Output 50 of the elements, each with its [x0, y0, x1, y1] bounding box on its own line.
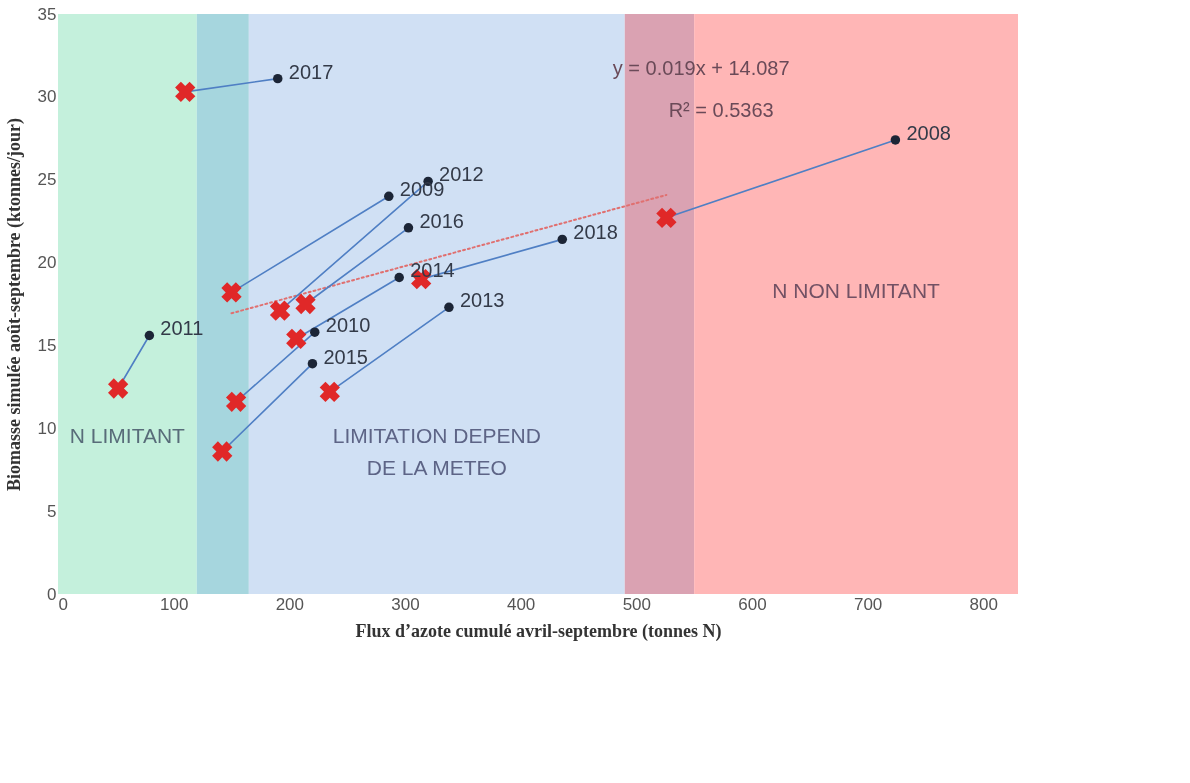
x-tick-label: 700: [853, 594, 883, 614]
point: [394, 272, 404, 283]
annotation: 2011: [160, 317, 204, 340]
x-axis-title: Flux d’azote cumulé avril-septembre (tonnes N): [355, 620, 722, 642]
annotation: 2018: [573, 221, 618, 244]
point: [310, 327, 320, 337]
y-axis-title: Biomasse simulée août-septembre (ktonnes/jour): [3, 117, 25, 492]
band-label: N LIMITANT: [69, 424, 186, 448]
x-tick-label: 800: [969, 594, 998, 614]
point: [444, 302, 454, 313]
y-tick-label: 35: [37, 4, 57, 24]
point: [286, 328, 307, 349]
point: [269, 300, 291, 321]
point: [175, 81, 196, 103]
point: [225, 391, 247, 412]
point: [144, 330, 155, 341]
y-tick-label: 25: [37, 170, 57, 190]
x-tick-label: 500: [622, 594, 651, 614]
point: [295, 293, 316, 315]
point: [221, 282, 242, 303]
annotation: 2008: [906, 121, 951, 144]
band-label: LIMITATION DEPEND DE LA METEO: [332, 424, 541, 480]
annotation: y = 0.019x + 14.087: [612, 57, 790, 79]
y-tick-label: 30: [37, 87, 57, 107]
point: [557, 234, 568, 245]
annotation: 2015: [323, 345, 368, 368]
point: [384, 191, 394, 202]
point: [273, 73, 283, 84]
band-label: N NON LIMITANT: [772, 279, 941, 303]
annotation: 2017: [288, 60, 334, 83]
x-tick-label: 200: [275, 594, 305, 614]
y-tick-label: 10: [37, 418, 57, 438]
point: [307, 358, 318, 369]
point: [656, 207, 677, 228]
x-tick-label: 300: [391, 594, 420, 614]
y-tick-label: 20: [37, 253, 57, 273]
x-tick-label: 600: [738, 594, 767, 614]
annotation: R² = 0.5363: [668, 99, 774, 121]
point: [108, 378, 129, 399]
point: [403, 223, 414, 233]
x-tick-label: 100: [159, 594, 189, 614]
annotation: 2013: [459, 289, 505, 312]
y-tick-label: 15: [37, 335, 57, 355]
y-tick-label: 5: [47, 501, 57, 521]
point: [890, 135, 901, 145]
annotation: 2010: [325, 314, 371, 337]
x-tick-label: 400: [506, 594, 536, 614]
point: [319, 381, 340, 402]
annotation: 2016: [419, 209, 464, 232]
point: [212, 441, 233, 462]
